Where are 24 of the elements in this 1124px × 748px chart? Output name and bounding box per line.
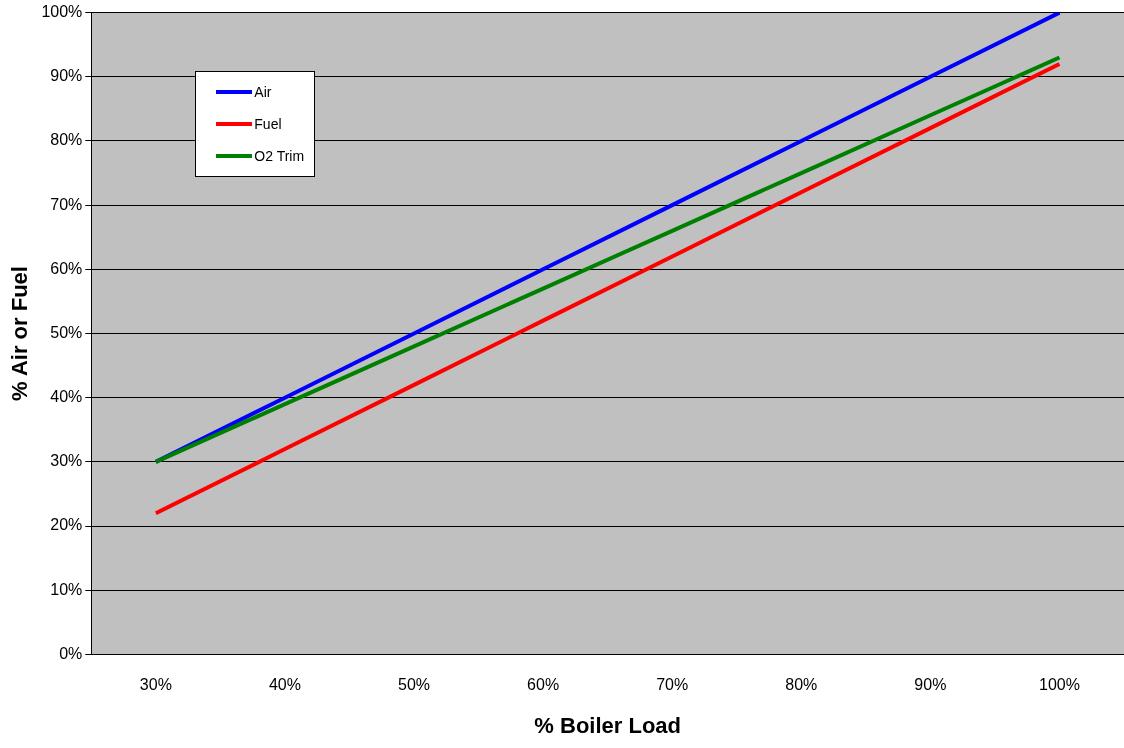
- x-tick-label: 100%: [1039, 676, 1080, 694]
- x-tick-label: 90%: [914, 676, 947, 694]
- y-tick-label: 90%: [50, 67, 83, 85]
- x-tick-label: 80%: [785, 676, 818, 694]
- y-tick-label: 80%: [50, 131, 83, 149]
- x-tick-label: 40%: [268, 676, 301, 694]
- y-tick-label: 50%: [50, 323, 83, 341]
- y-tick-label: 0%: [59, 644, 83, 662]
- y-tick-label: 40%: [50, 388, 83, 406]
- y-tick-label: 20%: [50, 516, 83, 534]
- x-tick-label: 30%: [139, 676, 172, 694]
- x-tick-label: 50%: [398, 676, 431, 694]
- legend-label: Fuel: [254, 115, 282, 132]
- y-axis-title: % Air or Fuel: [7, 266, 33, 401]
- x-tick-label: 60%: [527, 676, 560, 694]
- x-axis-title: % Boiler Load: [534, 712, 681, 738]
- y-tick-label: 30%: [50, 452, 83, 470]
- legend-label: Air: [254, 83, 272, 100]
- y-tick-label: 10%: [50, 580, 83, 598]
- y-tick-label: 60%: [50, 259, 83, 277]
- y-tick-label: 70%: [50, 195, 83, 213]
- y-tick-label: 100%: [41, 3, 83, 21]
- legend-label: O2 Trim: [254, 147, 305, 164]
- x-tick-label: 70%: [656, 676, 689, 694]
